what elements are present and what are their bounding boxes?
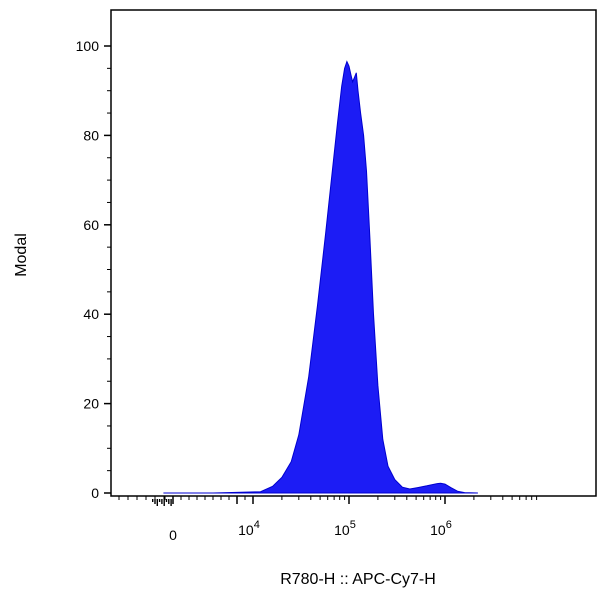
y-tick-label: 20: [83, 396, 99, 412]
y-tick-label: 0: [91, 485, 99, 501]
y-tick-label: 80: [83, 127, 99, 143]
x-axis-title: R780-H :: APC-Cy7-H: [280, 571, 436, 588]
y-tick-label: 60: [83, 217, 99, 233]
zero-noise-mark: [152, 499, 154, 502]
zero-noise-mark: [156, 499, 158, 506]
x-tick-label: 106: [430, 519, 452, 538]
y-tick-label: 40: [83, 306, 99, 322]
zero-noise-mark: [163, 499, 165, 506]
x-tick-exponent: 4: [254, 519, 260, 531]
series-layer: [152, 60, 478, 506]
x-tick-exponent: 6: [446, 519, 452, 531]
zero-noise-mark: [154, 499, 156, 504]
x-tick-label: 104: [238, 519, 260, 538]
y-axis-title: Modal: [13, 233, 30, 277]
histogram-series-0: [163, 60, 478, 494]
x-tick-label: 0: [169, 527, 177, 543]
zero-noise-mark: [165, 499, 168, 502]
x-tick-exponent: 5: [350, 519, 356, 531]
x-tick-label: 105: [334, 519, 356, 538]
zero-noise-mark: [170, 499, 172, 506]
zero-noise-mark: [161, 499, 163, 504]
axis-layer: 0 20 40 60 80 100 0 104 105 106: [76, 38, 538, 543]
zero-noise-mark: [158, 499, 161, 502]
zero-noise-mark: [168, 499, 170, 504]
y-tick-label: 100: [76, 38, 100, 54]
plot-frame: [110, 9, 597, 497]
